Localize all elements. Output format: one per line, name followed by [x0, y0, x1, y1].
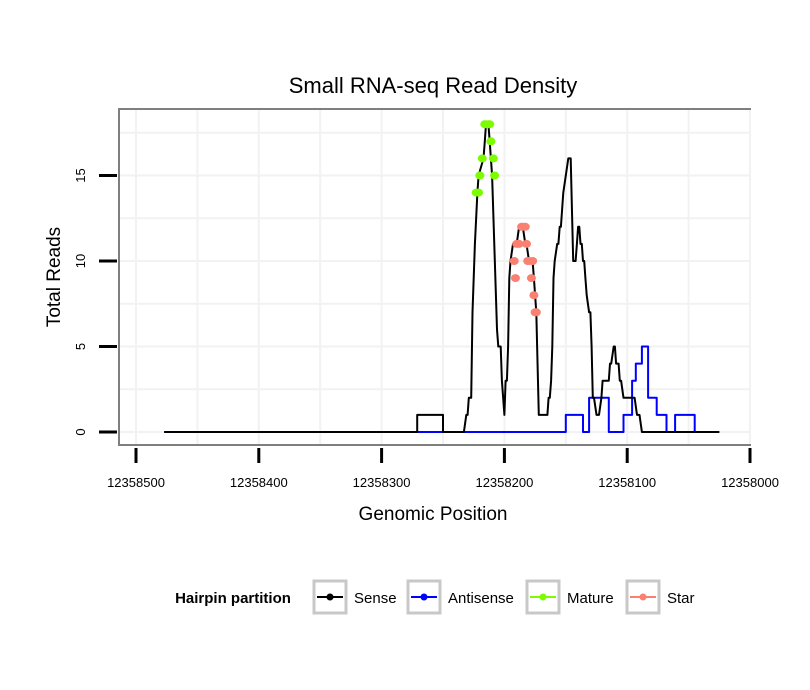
data-point-star	[510, 274, 520, 283]
legend-label-star: Star	[667, 590, 695, 607]
data-point-mature	[486, 137, 496, 146]
legend-items: Sense Antisense Mature Star	[312, 579, 695, 615]
chart-title: Small RNA-seq Read Density	[289, 73, 578, 98]
plot-panel	[118, 108, 751, 446]
legend-key-point-mature	[539, 593, 547, 601]
data-point-star	[509, 257, 519, 265]
x-tick-label: 12358200	[475, 475, 533, 490]
legend-key-point-antisense	[420, 593, 428, 601]
x-tick-label: 12358000	[721, 475, 779, 490]
axes: 12358500 12358400 12358300 12358200 12358100…	[73, 168, 779, 490]
legend-label-mature: Mature	[567, 590, 614, 607]
y-tick-label: 0	[73, 428, 88, 435]
x-tick-label: 12358300	[353, 475, 411, 490]
data-point-mature	[475, 171, 485, 180]
legend-label-antisense: Antisense	[448, 590, 514, 607]
data-point-star	[520, 222, 530, 231]
y-tick-label: 5	[73, 343, 88, 350]
y-tick-label: 15	[73, 168, 88, 182]
legend-label-sense: Sense	[354, 590, 397, 607]
data-point-star	[522, 239, 532, 248]
data-point-mature	[490, 171, 500, 180]
y-tick-label: 10	[73, 254, 88, 268]
data-point-mature	[485, 120, 495, 129]
data-point-star	[514, 239, 524, 248]
data-point-star	[526, 274, 536, 283]
series-layer	[164, 120, 720, 433]
legend-title: Hairpin partition	[175, 590, 291, 607]
data-point-star	[529, 291, 539, 300]
x-tick-label: 12358500	[107, 475, 165, 490]
data-point-star	[531, 308, 541, 317]
x-axis-title: Genomic Position	[359, 504, 508, 525]
legend: Hairpin partition Sense Antisense Mature St…	[175, 579, 695, 615]
data-point-mature	[488, 154, 498, 163]
series-line-sense	[164, 123, 720, 433]
legend-key-point-star	[639, 593, 647, 601]
legend-key-point-sense	[326, 593, 334, 601]
data-point-mature	[477, 154, 487, 163]
data-point-mature	[474, 188, 484, 197]
data-point-star	[528, 257, 538, 265]
x-tick-label: 12358100	[598, 475, 656, 490]
y-axis-title: Total Reads	[44, 227, 65, 327]
x-tick-label: 12358400	[230, 475, 288, 490]
